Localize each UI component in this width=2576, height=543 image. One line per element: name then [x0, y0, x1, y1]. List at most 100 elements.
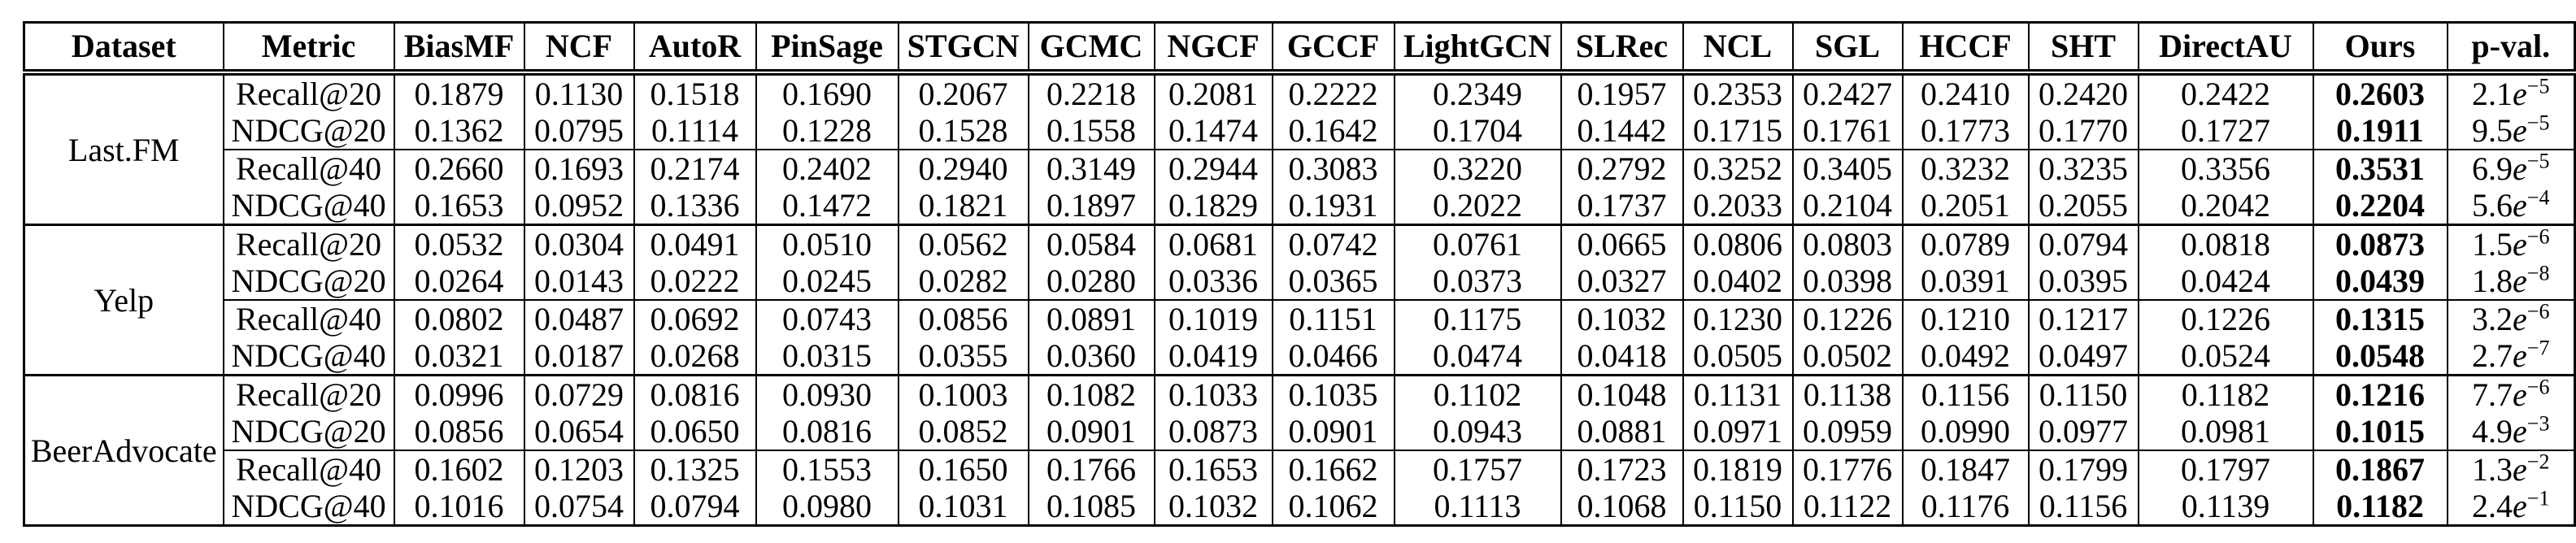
- value-cell: 0.0524: [2137, 337, 2313, 376]
- value-cell: 0.2067: [897, 72, 1029, 112]
- ours-value-cell: 0.1867: [2312, 450, 2448, 488]
- table-header: Dataset Metric BiasMF NCF AutoR PinSage STGCN G…: [24, 22, 2575, 76]
- pvalue-mantissa: 1.3: [2472, 451, 2513, 488]
- value-cell: 0.3252: [1682, 149, 1793, 187]
- value-cell: 0.0491: [633, 224, 756, 263]
- value-cell: 0.1829: [1153, 187, 1273, 225]
- value-cell: 0.1766: [1027, 450, 1155, 488]
- column-header-slrec: SLRec: [1560, 22, 1683, 76]
- column-header-gcmc: GCMC: [1027, 22, 1155, 76]
- pvalue-cell: 5.6e−4: [2446, 187, 2575, 225]
- value-cell: 0.1114: [633, 112, 756, 150]
- value-cell: 0.2349: [1393, 72, 1561, 112]
- pvalue-cell: 4.9e−3: [2446, 413, 2575, 450]
- table-row: BeerAdvocate Recall@20 0.0996 0.0729 0.0816 0…: [24, 374, 2575, 526]
- value-cell: 0.0268: [633, 337, 756, 376]
- value-cell: 0.1035: [1271, 374, 1395, 413]
- value-cell: 0.1662: [1271, 450, 1395, 488]
- value-cell: 0.0222: [633, 263, 756, 300]
- pvalue-e-notation: e: [2513, 187, 2527, 224]
- value-cell: 0.2022: [1393, 187, 1561, 225]
- value-cell: 0.1033: [1153, 374, 1273, 413]
- value-cell: 0.2410: [1901, 72, 2029, 112]
- value-cell: 0.0803: [1791, 224, 1903, 263]
- value-cell: 0.0971: [1682, 413, 1793, 450]
- pvalue-exponent: −6: [2526, 224, 2550, 249]
- ours-value-cell: 0.0439: [2312, 263, 2448, 300]
- value-cell: 0.1819: [1682, 450, 1793, 488]
- metric-cell: Recall@40: [222, 299, 394, 337]
- value-cell: 0.0930: [755, 374, 899, 413]
- value-cell: 0.0761: [1393, 224, 1561, 263]
- value-cell: 0.1528: [897, 112, 1029, 150]
- value-cell: 0.0743: [755, 299, 899, 337]
- value-cell: 0.3083: [1271, 149, 1395, 187]
- value-cell: 0.1156: [2027, 488, 2139, 526]
- value-cell: 0.1031: [897, 488, 1029, 526]
- pvalue-cell: 3.2e−6: [2446, 299, 2575, 337]
- value-cell: 0.0654: [523, 413, 634, 450]
- value-cell: 0.1048: [1560, 374, 1683, 413]
- value-cell: 0.0424: [2137, 263, 2313, 300]
- value-cell: 0.1102: [1393, 374, 1561, 413]
- value-cell: 0.3235: [2027, 149, 2139, 187]
- value-cell: 0.0282: [897, 263, 1029, 300]
- value-cell: 0.2940: [897, 149, 1029, 187]
- table-row: NDCG@20 0.0264 0.0143 0.0222 0.0245 0.0282 0.0…: [24, 263, 2575, 300]
- value-cell: 0.2402: [755, 149, 899, 187]
- value-cell: 0.3149: [1027, 149, 1155, 187]
- value-cell: 0.2051: [1901, 187, 2029, 225]
- value-cell: 0.1113: [1393, 488, 1561, 526]
- table-row: Last.FM Recall@20 0.1879 0.1130 0.1518 0.1690…: [24, 72, 2575, 167]
- value-cell: 0.1653: [1153, 450, 1273, 488]
- value-cell: 0.2081: [1153, 72, 1273, 112]
- value-cell: 0.0789: [1901, 224, 2029, 263]
- pvalue-cell: 6.9e−5: [2446, 149, 2575, 187]
- value-cell: 0.2055: [2027, 187, 2139, 225]
- value-cell: 0.0856: [897, 299, 1029, 337]
- value-cell: 0.0816: [755, 413, 899, 450]
- value-cell: 0.0466: [1271, 337, 1395, 376]
- ours-value-cell: 0.1315: [2312, 299, 2448, 337]
- value-cell: 0.0852: [897, 413, 1029, 450]
- pvalue-e-notation: e: [2513, 226, 2527, 263]
- value-cell: 0.0532: [393, 224, 524, 263]
- value-cell: 0.1210: [1901, 299, 2029, 337]
- pvalue-cell: 7.7e−6: [2446, 374, 2575, 413]
- column-header-stgcn: STGCN: [897, 22, 1029, 76]
- value-cell: 0.2174: [633, 149, 756, 187]
- column-header-ours: Ours: [2312, 22, 2448, 76]
- table-row: NDCG@40 0.1653 0.0952 0.1336 0.1472 0.1821 0.1…: [24, 187, 2575, 225]
- value-cell: 0.2222: [1271, 72, 1395, 112]
- column-header-ncl: NCL: [1682, 22, 1793, 76]
- column-header-metric: Metric: [222, 22, 394, 76]
- value-cell: 0.1704: [1393, 112, 1561, 150]
- value-cell: 0.1156: [1901, 374, 2029, 413]
- pvalue-exponent: −4: [2526, 187, 2550, 210]
- value-cell: 0.0816: [633, 374, 756, 413]
- value-cell: 0.1130: [523, 72, 634, 112]
- pvalue-mantissa: 5.6: [2472, 187, 2513, 224]
- value-cell: 0.2218: [1027, 72, 1155, 112]
- value-cell: 0.0959: [1791, 413, 1903, 450]
- value-cell: 0.0280: [1027, 263, 1155, 300]
- ours-value-cell: 0.2603: [2312, 72, 2448, 112]
- value-cell: 0.1003: [897, 374, 1029, 413]
- value-cell: 0.1217: [2027, 299, 2139, 337]
- table-row: NDCG@20 0.1362 0.0795 0.1114 0.1228 0.1528 0.1…: [24, 112, 2575, 150]
- column-header-ngcf: NGCF: [1153, 22, 1273, 76]
- pvalue-mantissa: 6.9: [2472, 150, 2513, 187]
- metric-cell: Recall@40: [222, 149, 394, 187]
- value-cell: 0.0365: [1271, 263, 1395, 300]
- value-cell: 0.1203: [523, 450, 634, 488]
- value-cell: 0.1150: [2027, 374, 2139, 413]
- pvalue-mantissa: 3.2: [2472, 301, 2513, 337]
- value-cell: 0.1325: [633, 450, 756, 488]
- value-cell: 0.1082: [1027, 374, 1155, 413]
- value-cell: 0.0818: [2137, 224, 2313, 263]
- pvalue-mantissa: 7.7: [2472, 376, 2513, 413]
- value-cell: 0.0665: [1560, 224, 1683, 263]
- value-cell: 0.0562: [897, 224, 1029, 263]
- pvalue-exponent: −5: [2526, 150, 2550, 173]
- value-cell: 0.1032: [1153, 488, 1273, 526]
